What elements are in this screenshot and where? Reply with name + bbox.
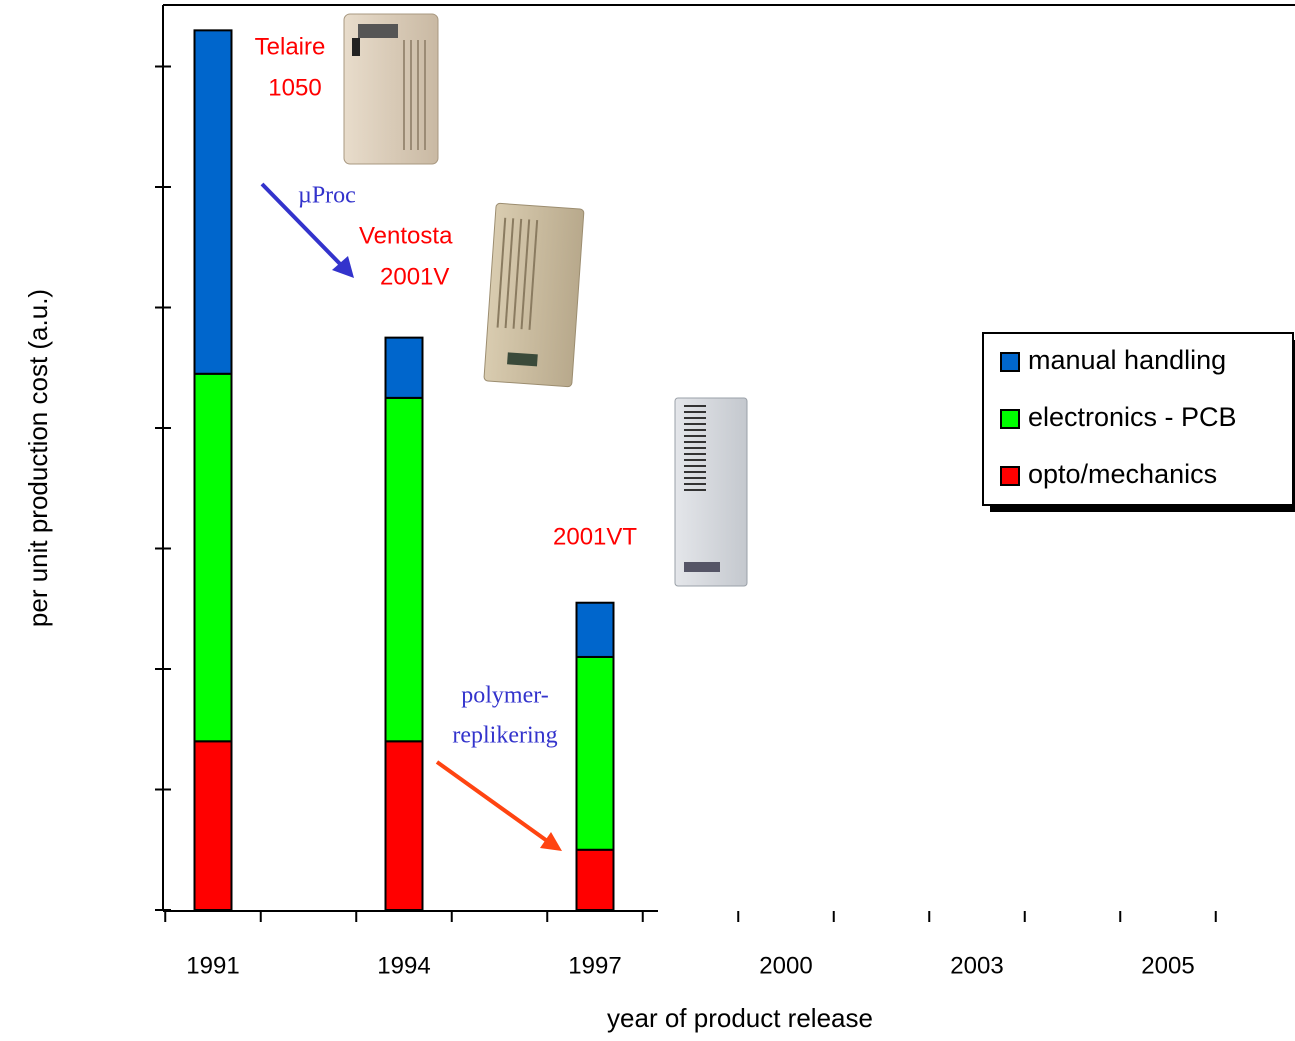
- annotation: 1050: [268, 74, 321, 101]
- y-axis-label: per unit production cost (a.u.): [23, 289, 53, 627]
- x-tick-label: 2003: [950, 952, 1003, 979]
- device-photo: [343, 13, 439, 165]
- legend-swatch: [1000, 466, 1020, 486]
- x-tick-label: 2000: [759, 952, 812, 979]
- bar-segment: [575, 655, 615, 851]
- bar-segment: [193, 372, 233, 743]
- x-axis-label: year of product release: [607, 1003, 873, 1033]
- legend-label: manual handling: [1028, 345, 1226, 375]
- x-tick-label: 1994: [377, 952, 430, 979]
- annotation: 2001VT: [553, 523, 637, 550]
- device-photo: [483, 202, 585, 388]
- legend: manual handling electronics - PCB opto/mec…: [982, 332, 1295, 512]
- annotation: 2001V: [380, 263, 449, 290]
- bar-segment: [384, 740, 424, 911]
- annotation: Ventosta: [359, 222, 453, 249]
- annotation: Telaire: [255, 33, 326, 60]
- x-tick-label: 2005: [1141, 952, 1194, 979]
- legend-box: [982, 332, 1294, 506]
- legend-label: opto/mechanics: [1028, 459, 1217, 489]
- device-photo: [674, 397, 748, 587]
- legend-swatch: [1000, 409, 1020, 429]
- x-tick-label: 1997: [568, 952, 621, 979]
- legend-label: electronics - PCB: [1028, 402, 1237, 432]
- bar-segment: [575, 848, 615, 911]
- bar-segment: [384, 396, 424, 743]
- annotation: polymer-: [461, 683, 549, 709]
- legend-swatch: [1000, 352, 1020, 372]
- bar-segment: [575, 601, 615, 658]
- bar-segment: [384, 336, 424, 399]
- annotation: µProc: [298, 183, 356, 209]
- plot-frame: [155, 4, 1295, 922]
- x-tick-label: 1991: [186, 952, 239, 979]
- arrow: [260, 182, 354, 278]
- bar-segment: [193, 29, 233, 375]
- bar-segment: [193, 740, 233, 911]
- arrow: [435, 760, 562, 851]
- annotation: replikering: [452, 723, 557, 749]
